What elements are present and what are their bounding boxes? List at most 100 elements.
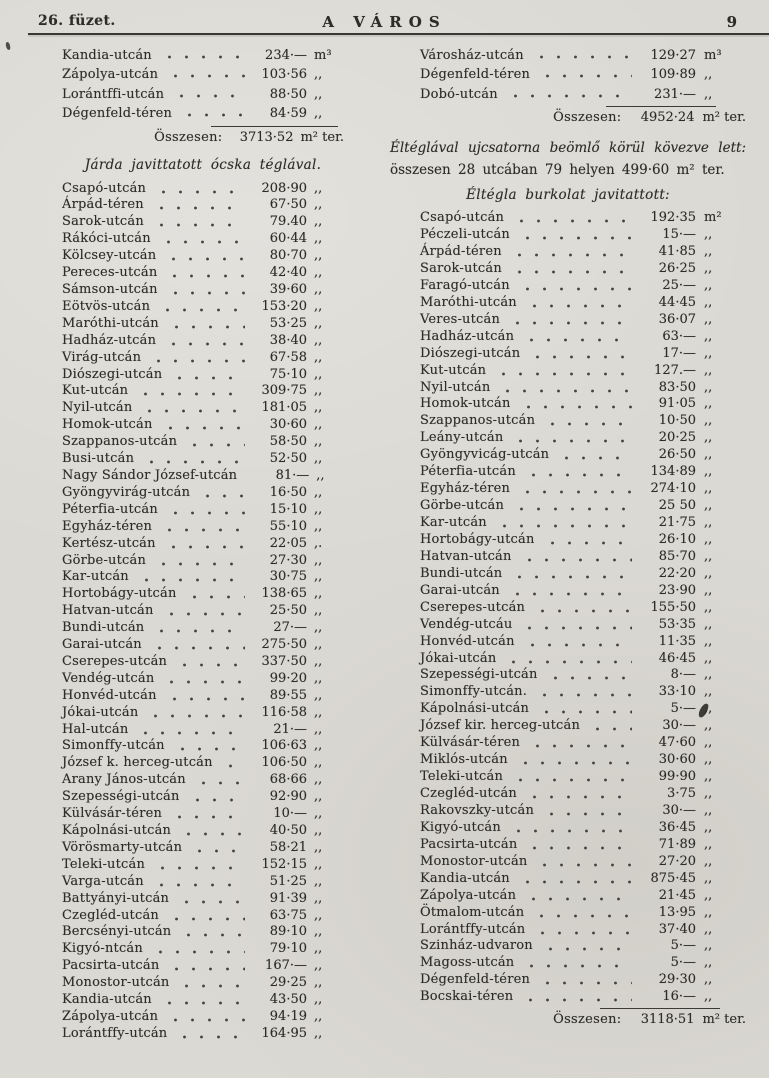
dot-leader — [514, 396, 632, 414]
area-unit: ,, — [314, 197, 323, 213]
table-row: Miklós-utcán 30·60 ,, — [420, 752, 746, 770]
area-unit: ,, — [314, 434, 323, 450]
street-name: Sarok-utcán — [420, 260, 502, 276]
area-value: 36·07 — [658, 311, 696, 327]
table-row: Arany János-utcán 68·66 ,, — [62, 772, 344, 790]
area-value: 51·25 — [269, 873, 307, 889]
dot-leader — [145, 637, 245, 654]
area-value: 42·40 — [269, 265, 307, 281]
street-name: Vendég-utcáu — [420, 616, 513, 632]
table-row: Czegléd-utcán 3·75 ,, — [420, 786, 746, 803]
area-unit: ,, — [314, 975, 323, 991]
street-name: Hal-utcán — [62, 721, 129, 737]
area-unit: ,, — [704, 650, 713, 666]
area-unit: ,, — [704, 447, 713, 463]
table-row: Gyöngyvicág-utcán 26·50 ,, — [420, 447, 746, 465]
table-row: Zápolya-utcán 103·56 ,, — [62, 65, 344, 85]
area-unit: ,, — [704, 752, 713, 768]
table-row: Szappanos-utcán 10·50 ,, — [420, 413, 746, 431]
dot-leader — [513, 277, 632, 295]
left-street-list: Csapó-utcán 208·90 ,, Árpád-téren 67·50 … — [62, 180, 344, 1043]
dot-leader — [150, 180, 245, 198]
dot-leader — [519, 464, 632, 482]
dot-leader — [161, 282, 245, 299]
table-row: Kápolnási-utcán 5·— ,, — [420, 701, 746, 719]
area-unit: ,, — [704, 853, 713, 869]
area-unit: ,, — [314, 248, 323, 264]
street-name: Dégenfeld-téren — [62, 106, 173, 122]
dot-leader — [147, 214, 245, 232]
table-row: Sarok-utcán 79.40 ,, — [62, 214, 344, 232]
street-name: Péczeli-utcán — [420, 227, 510, 243]
table-row: Árpád-téren 41·85 ,, — [420, 244, 746, 261]
area-value: 15·— — [662, 227, 696, 243]
table-row: Egyház-téren 55·10 ,, — [62, 518, 344, 536]
table-row: Kandia-utcán 234·— m³ — [62, 46, 344, 66]
area-unit: ,, — [704, 328, 713, 344]
area-value: 40·50 — [269, 823, 307, 838]
table-row: Péterfia-utcán 15·10 ,, — [62, 501, 344, 519]
table-row: Kápolnási-utcán 40·50 ,, — [62, 823, 344, 840]
area-unit: ,, — [314, 856, 323, 872]
area-value: 79·10 — [269, 941, 307, 957]
area-unit: ,, — [704, 515, 713, 531]
dot-leader — [533, 701, 632, 719]
street-name: Kut-utcán — [420, 362, 487, 378]
dot-leader — [173, 975, 245, 993]
area-unit: ,, — [314, 890, 323, 906]
area-value: 30·— — [662, 802, 696, 818]
area-unit: m³ — [704, 48, 722, 63]
area-value: 152·15 — [261, 856, 308, 872]
street-name: Pereces-utcán — [62, 265, 158, 281]
street-name: Kertész-utcán — [62, 535, 156, 551]
street-name: Cserepes-utcán — [420, 599, 526, 615]
dot-leader — [162, 65, 245, 85]
street-name: Jókai-utcán — [420, 650, 497, 666]
street-name: Zápolya-utcán — [62, 1008, 159, 1024]
street-name: Pacsirta-utcán — [420, 836, 518, 852]
street-name: Homok-utcán — [420, 396, 511, 412]
area-unit: ,, — [704, 481, 713, 497]
area-unit: ,, — [314, 823, 323, 838]
table-row: Kigyó-ntcán 79·10 ,, — [62, 941, 344, 959]
area-unit: ,, — [314, 180, 323, 196]
area-unit: ,, — [314, 298, 323, 314]
area-value: 3·75 — [667, 786, 696, 802]
area-value: 89·55 — [269, 687, 307, 703]
dot-leader — [524, 345, 632, 363]
header-rule — [28, 33, 769, 35]
dot-leader — [501, 84, 632, 105]
area-unit: ,, — [704, 667, 713, 683]
dot-leader — [161, 265, 245, 282]
area-unit: ,, — [704, 904, 713, 920]
street-name: Cserepes-utcán — [62, 653, 168, 669]
total-value: 3118·51 — [640, 1012, 695, 1028]
table-row: Egyház-téren 274·10 ,, — [420, 481, 746, 499]
dot-leader — [147, 197, 245, 215]
dot-leader — [157, 603, 245, 621]
area-unit: ,, — [704, 870, 713, 886]
dot-leader — [142, 704, 245, 722]
page-header: 26. füzet. A VÁROS 9 — [0, 13, 769, 35]
area-unit: ,, — [314, 417, 323, 433]
table-row: Nyil-utcán 181·05 ,, — [62, 400, 344, 418]
area-value: 29·30 — [658, 972, 696, 988]
area-unit: ,, — [704, 599, 713, 615]
area-value: 58·21 — [269, 839, 307, 855]
area-unit: ,, — [314, 366, 323, 382]
area-value: 25·50 — [269, 603, 307, 619]
street-name: Péterfia-utcán — [62, 501, 158, 517]
table-row: Simonffy-utcán. 33·10 ,, — [420, 684, 746, 702]
dot-leader — [175, 823, 245, 840]
dot-leader — [539, 413, 632, 431]
street-name: Vendég-utcán — [62, 670, 155, 686]
area-value: 83·50 — [658, 379, 696, 395]
right-column: Városház-utcán 129·27 m³ Dégenfeld-téren… — [390, 46, 746, 1030]
area-unit: ,, — [314, 670, 323, 686]
area-unit: ,, — [314, 569, 323, 585]
area-unit: ,, — [314, 265, 323, 281]
area-value: 46·45 — [658, 650, 696, 666]
area-unit: ,, — [704, 582, 713, 598]
area-value: 36·45 — [658, 819, 696, 835]
dot-leader — [517, 989, 632, 1007]
